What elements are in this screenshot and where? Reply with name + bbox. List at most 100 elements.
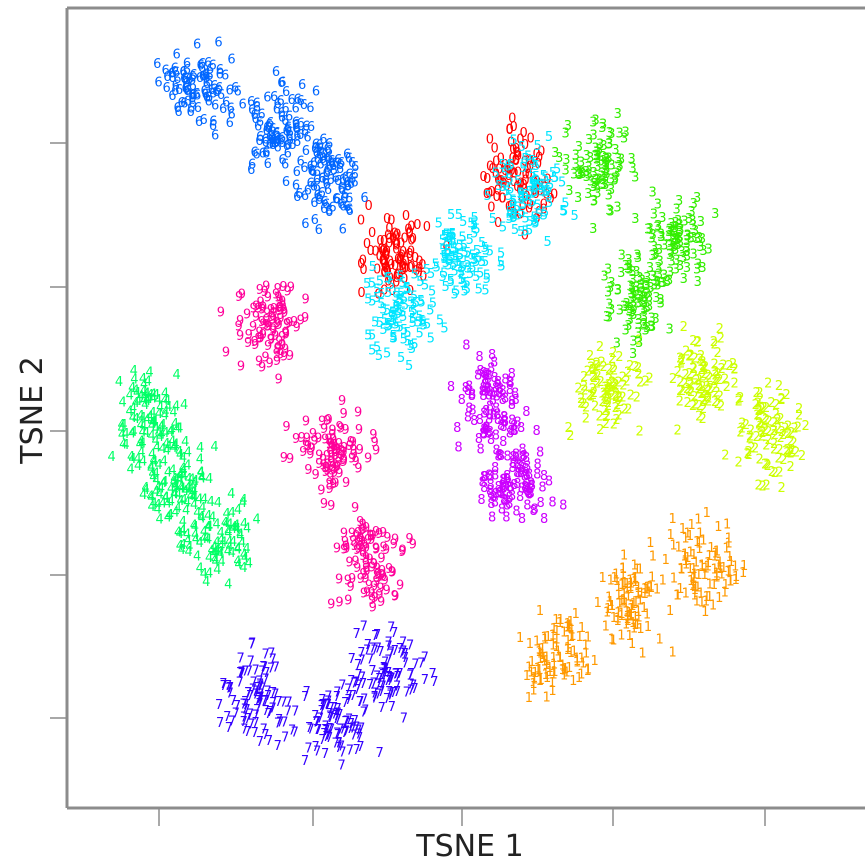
point-digit-5: 5 [497, 256, 505, 271]
point-digit-7: 7 [384, 635, 392, 650]
point-digit-2: 2 [676, 375, 684, 390]
point-digit-5: 5 [452, 252, 460, 267]
point-digit-1: 1 [535, 643, 543, 658]
point-digit-4: 4 [155, 488, 163, 503]
point-digit-3: 3 [624, 319, 632, 334]
point-digit-1: 1 [620, 588, 628, 603]
point-digit-0: 0 [503, 162, 511, 177]
point-digit-7: 7 [324, 698, 332, 713]
point-digit-4: 4 [172, 472, 180, 487]
point-digit-6: 6 [348, 172, 356, 187]
point-digit-7: 7 [387, 672, 395, 687]
point-digit-5: 5 [433, 261, 441, 276]
point-digit-2: 2 [626, 359, 634, 374]
point-digit-4: 4 [218, 555, 226, 570]
point-digit-7: 7 [266, 705, 274, 720]
point-digit-5: 5 [502, 184, 510, 199]
point-digit-5: 5 [463, 256, 471, 271]
point-digit-2: 2 [716, 390, 724, 405]
point-digit-2: 2 [695, 379, 703, 394]
point-digit-0: 0 [363, 237, 371, 252]
point-digit-3: 3 [667, 254, 675, 269]
point-digit-6: 6 [212, 85, 220, 100]
point-digit-6: 6 [296, 128, 304, 143]
point-digit-6: 6 [194, 101, 202, 116]
point-digit-0: 0 [485, 187, 493, 202]
point-digit-3: 3 [572, 158, 580, 173]
point-digit-2: 2 [601, 404, 609, 419]
point-digit-0: 0 [359, 263, 367, 278]
point-digit-0: 0 [525, 201, 533, 216]
point-digit-2: 2 [586, 349, 594, 364]
point-digit-1: 1 [630, 559, 638, 574]
point-digit-1: 1 [627, 582, 635, 597]
point-digit-7: 7 [381, 667, 389, 682]
point-digit-3: 3 [671, 233, 679, 248]
point-digit-7: 7 [250, 675, 258, 690]
point-digit-5: 5 [463, 276, 471, 291]
point-digit-1: 1 [638, 646, 646, 661]
point-digit-2: 2 [762, 413, 770, 428]
point-digit-1: 1 [564, 620, 572, 635]
point-digit-4: 4 [184, 545, 192, 560]
point-digit-1: 1 [696, 527, 704, 542]
point-digit-3: 3 [711, 207, 719, 222]
point-digit-5: 5 [521, 188, 529, 203]
point-digit-7: 7 [363, 644, 371, 659]
point-digit-2: 2 [699, 393, 707, 408]
point-digit-5: 5 [489, 212, 497, 227]
point-digit-7: 7 [216, 716, 224, 731]
point-digit-2: 2 [686, 377, 694, 392]
point-digit-2: 2 [585, 389, 593, 404]
point-digit-5: 5 [553, 163, 561, 178]
point-digit-3: 3 [584, 160, 592, 175]
point-digit-1: 1 [591, 654, 599, 669]
point-digit-5: 5 [458, 262, 466, 277]
point-digit-0: 0 [380, 258, 388, 273]
point-digit-0: 0 [507, 164, 515, 179]
point-digit-5: 5 [475, 251, 483, 266]
point-digit-2: 2 [703, 380, 711, 395]
point-digit-6: 6 [168, 66, 176, 81]
point-digit-2: 2 [624, 403, 632, 418]
point-digit-4: 4 [130, 364, 138, 379]
point-digit-4: 4 [216, 545, 224, 560]
point-digit-2: 2 [593, 376, 601, 391]
point-digit-3: 3 [627, 292, 635, 307]
point-digit-2: 2 [710, 335, 718, 350]
point-digit-8: 8 [498, 384, 506, 399]
point-digit-7: 7 [349, 721, 357, 736]
point-digit-7: 7 [269, 686, 277, 701]
point-digit-4: 4 [146, 409, 154, 424]
point-digit-2: 2 [700, 367, 708, 382]
point-digit-7: 7 [302, 685, 310, 700]
point-digit-0: 0 [504, 163, 512, 178]
point-digit-3: 3 [644, 222, 652, 237]
point-digit-0: 0 [383, 262, 391, 277]
point-digit-5: 5 [517, 187, 525, 202]
point-digit-8: 8 [481, 470, 489, 485]
point-digit-0: 0 [394, 267, 402, 282]
point-digit-6: 6 [348, 156, 356, 171]
point-digit-0: 0 [359, 253, 367, 268]
point-digit-2: 2 [580, 383, 588, 398]
point-digit-6: 6 [293, 190, 301, 205]
point-digit-0: 0 [501, 164, 509, 179]
point-digit-0: 0 [525, 153, 533, 168]
point-digit-0: 0 [385, 232, 393, 247]
point-digit-4: 4 [149, 415, 157, 430]
point-digit-2: 2 [757, 420, 765, 435]
point-digit-4: 4 [164, 400, 172, 415]
point-digit-3: 3 [689, 231, 697, 246]
point-digit-4: 4 [159, 497, 167, 512]
point-digit-3: 3 [577, 156, 585, 171]
point-digit-7: 7 [258, 665, 266, 680]
point-digit-1: 1 [606, 595, 614, 610]
point-digit-4: 4 [132, 396, 140, 411]
point-digit-3: 3 [598, 178, 606, 193]
point-digit-2: 2 [610, 377, 618, 392]
point-digit-7: 7 [324, 694, 332, 709]
point-digit-7: 7 [366, 678, 374, 693]
point-digit-6: 6 [153, 57, 161, 72]
point-digit-1: 1 [620, 595, 628, 610]
